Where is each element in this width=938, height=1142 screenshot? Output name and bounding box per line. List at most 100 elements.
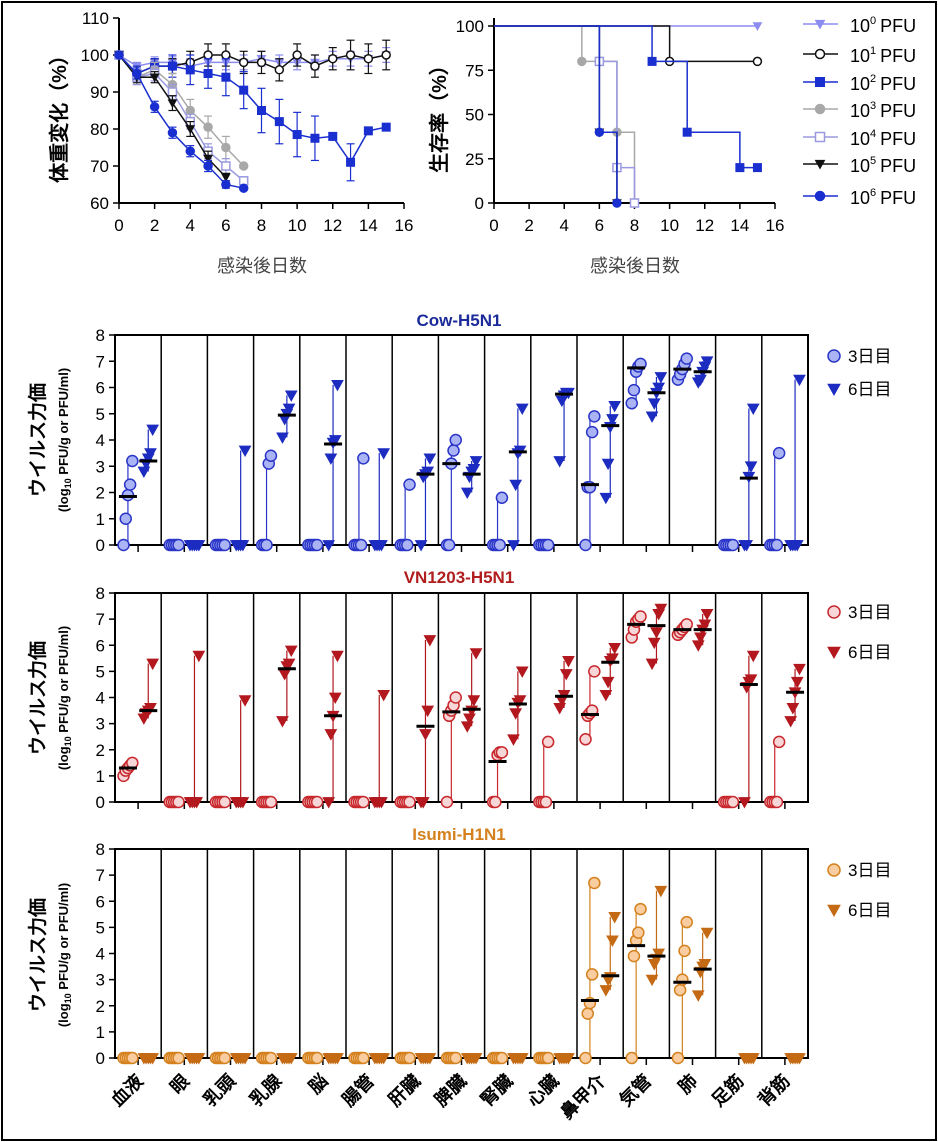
- survival-point: [612, 198, 622, 208]
- legend-marker: [814, 190, 826, 202]
- legend-marker: [815, 77, 825, 87]
- titer-point: [123, 478, 137, 491]
- titer-point: [588, 876, 601, 890]
- weight-point: [328, 131, 338, 141]
- titer-point: [507, 540, 520, 552]
- isumi-ylabel-sub: (log10 PFU/g or PFU/ml): [56, 883, 73, 1027]
- titer-point: [460, 487, 474, 500]
- legend-l2-unit: PFU: [880, 74, 916, 94]
- legend-l1-exp: 1: [870, 45, 876, 57]
- titer-point: [260, 538, 273, 552]
- titer-point: [515, 403, 529, 416]
- titer-point: [509, 479, 523, 492]
- survival-y-tick-label: 50: [465, 106, 484, 125]
- titer-point: [515, 666, 529, 678]
- titer-point: [238, 695, 252, 707]
- survival-x-tick-label: 6: [595, 216, 604, 235]
- titer-point: [190, 797, 204, 809]
- titer-point: [146, 658, 160, 671]
- titer-point: [126, 1051, 139, 1065]
- titer-point: [238, 1053, 252, 1065]
- titer-point: [264, 1051, 278, 1065]
- titer-point: [172, 538, 185, 552]
- titer-point: [608, 912, 622, 924]
- legend-l1-base: 10: [850, 46, 870, 66]
- titer-point: [126, 454, 139, 468]
- legend-l3-unit: PFU: [880, 101, 916, 121]
- weight-y-tick-label: 90: [90, 83, 109, 102]
- weight-series-line: [118, 54, 387, 67]
- legend-l6-base: 10: [850, 188, 870, 208]
- titer-point: [146, 1053, 160, 1065]
- weight-point: [257, 106, 266, 115]
- titer-point: [421, 466, 435, 479]
- legend-l5-exp: 5: [870, 155, 876, 167]
- titer-point: [541, 1051, 555, 1065]
- titer-point: [793, 663, 806, 676]
- weight-series: [114, 50, 249, 193]
- weight-ylabel: 体重変化（%）: [47, 45, 71, 183]
- titer-point: [310, 1051, 324, 1065]
- weight-point: [203, 154, 213, 164]
- weight-x-tick-label: 4: [186, 216, 195, 235]
- titer-point: [654, 603, 668, 616]
- isumi-ylabel-sub-post: PFU/g or PFU/ml): [56, 883, 71, 994]
- titer-point: [172, 1051, 185, 1065]
- titer-y-tick-label: 7: [96, 352, 105, 371]
- titer-point: [218, 1051, 231, 1065]
- legend-l1-unit: PFU: [880, 46, 916, 66]
- weight-series-line: [118, 54, 387, 164]
- weight-point: [346, 157, 356, 167]
- weight-y-tick-label: 100: [81, 46, 109, 65]
- titer-point: [489, 795, 502, 809]
- titer-point: [694, 374, 707, 387]
- legend-marker: [814, 48, 826, 60]
- survival-x-tick-label: 14: [730, 216, 749, 235]
- titer-y-tick-label: 4: [96, 689, 105, 708]
- titer-y-tick-label: 0: [96, 536, 105, 555]
- titer-point: [284, 645, 298, 658]
- survival-point: [752, 56, 763, 67]
- titer-point: [284, 390, 298, 402]
- titer-legend: 3日目 6日目: [827, 603, 891, 662]
- titer-y-tick-label: 2: [96, 997, 105, 1016]
- weight-point: [292, 50, 302, 60]
- weight-x-tick-label: 14: [359, 216, 378, 235]
- titer-point: [691, 990, 705, 1002]
- titer-y-tick-label: 1: [96, 767, 105, 786]
- titer-point: [310, 538, 324, 552]
- survival-point: [735, 163, 745, 173]
- weight-x-tick-label: 10: [288, 216, 307, 235]
- cow-panel-title: Cow-H5N1: [416, 311, 501, 330]
- titer-point: [680, 915, 693, 929]
- weight-point: [221, 50, 231, 60]
- titer-point: [192, 650, 206, 663]
- titer-point: [770, 538, 784, 552]
- legend-l3-base: 10: [850, 101, 870, 121]
- titer-point: [328, 435, 342, 447]
- titer-point: [324, 729, 338, 741]
- cow-ylabel: ウイルス力価 (log10 PFU/g or PFU/ml): [26, 368, 73, 512]
- weight-point: [292, 130, 302, 140]
- titer-y-tick-label: 0: [96, 793, 105, 812]
- survival-x-tick-label: 2: [524, 216, 533, 235]
- titer-point: [403, 478, 416, 491]
- weight-point: [345, 50, 356, 60]
- weight-change-panel: 体重変化（%） 感染後日数: [47, 45, 307, 276]
- titer-point: [375, 797, 388, 809]
- titer-point: [495, 491, 509, 504]
- survival-y-tick-label: 0: [475, 194, 484, 213]
- titer-point: [137, 466, 151, 479]
- weight-point: [328, 53, 338, 64]
- legend-l0-exp: 0: [870, 15, 876, 27]
- weight-point: [238, 161, 249, 171]
- titer-y-tick-label: 6: [96, 892, 105, 911]
- weight-point: [203, 161, 213, 171]
- titer-point: [236, 540, 250, 552]
- titer-point: [645, 658, 659, 671]
- titer-point: [673, 983, 687, 997]
- titer-y-tick-label: 0: [96, 1049, 105, 1068]
- weight-xlabel: 感染後日数: [217, 256, 307, 276]
- survival-point: [647, 56, 657, 66]
- legend-l2-exp: 2: [870, 73, 876, 85]
